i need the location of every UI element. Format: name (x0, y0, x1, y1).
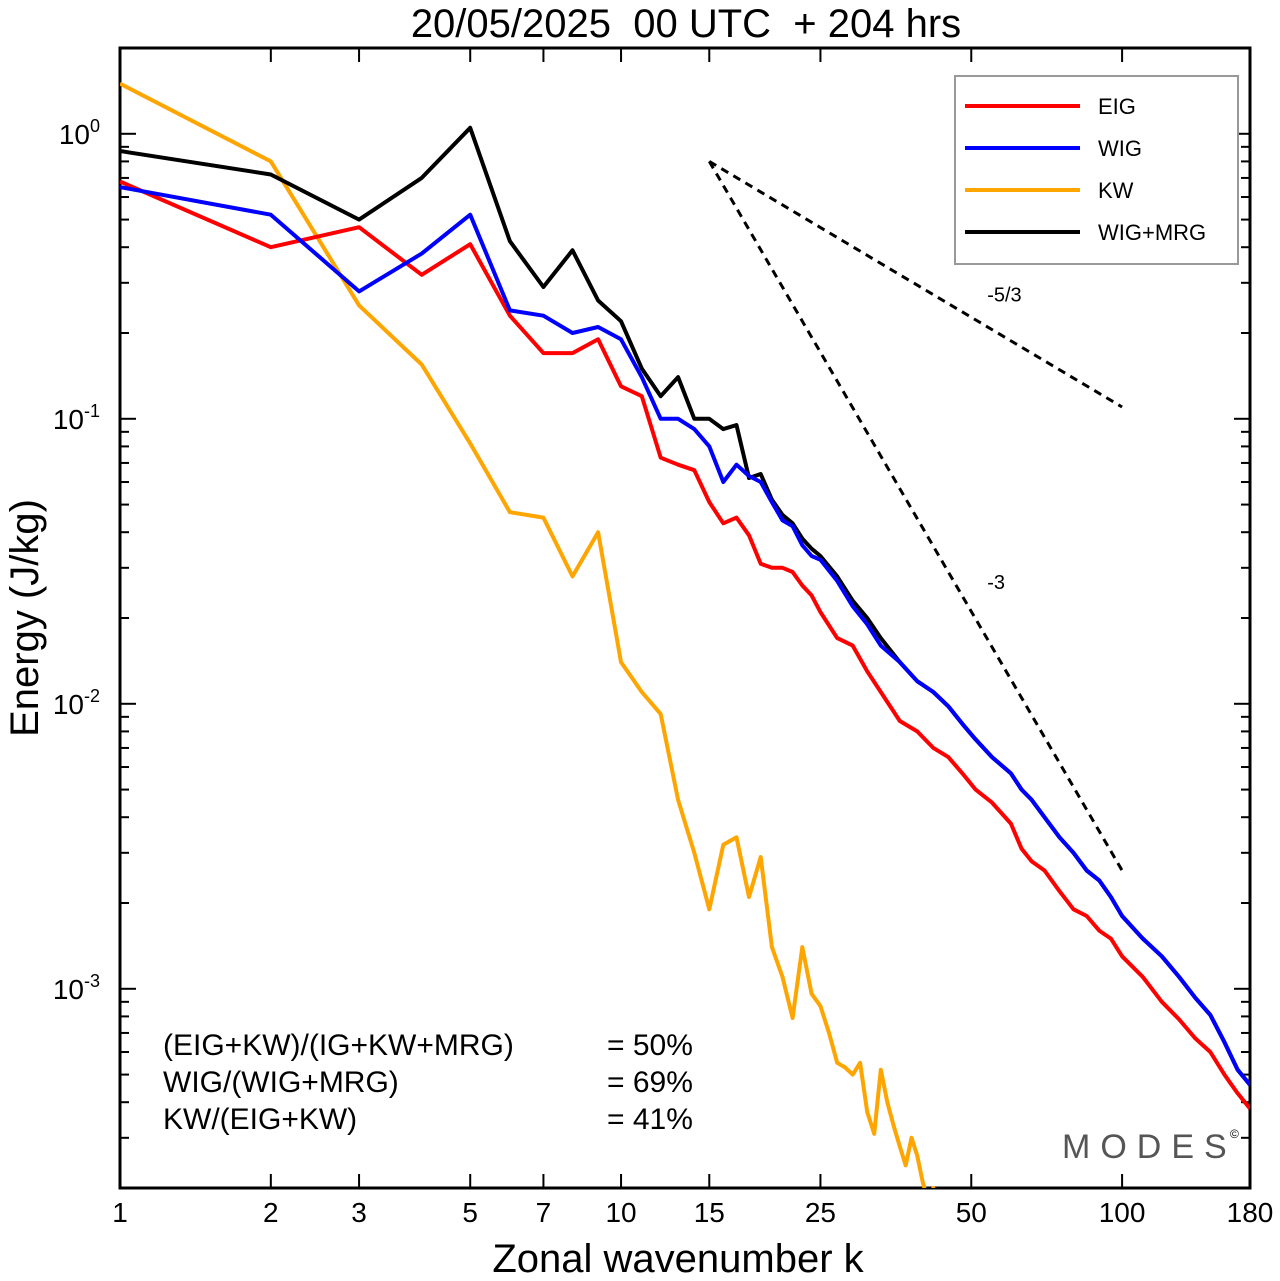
x-tick-label: 25 (805, 1197, 836, 1228)
series-line-kw (120, 81, 936, 1188)
legend-label: EIG (1098, 94, 1136, 119)
y-tick-label: 10-2 (53, 686, 100, 720)
ratio-annotations: (EIG+KW)/(IG+KW+MRG) = 50% WIG/(WIG+MRG) = … (163, 1029, 693, 1136)
axis-ticks (119, 47, 1251, 1189)
x-tick-label: 15 (694, 1197, 725, 1228)
y-tick-base: 10 (53, 404, 84, 435)
legend-items: EIG WIG KW WIG+MRG (965, 94, 1206, 245)
x-tick-label: 180 (1227, 1197, 1274, 1228)
x-tick-label: 5 (462, 1197, 478, 1228)
x-tick-label: 3 (351, 1197, 367, 1228)
plot-area: -5/3 -3 (118, 46, 1252, 1190)
data-series (120, 81, 1250, 1188)
y-tick-exponent: -3 (84, 971, 100, 991)
y-tick-label: 100 (59, 116, 100, 150)
series-line-wig (120, 185, 1250, 1087)
legend-label: KW (1098, 178, 1134, 203)
slope-label: -3 (987, 572, 1005, 594)
x-tick-label: 50 (956, 1197, 987, 1228)
ratio-label: WIG/(WIG+MRG) (163, 1066, 399, 1099)
ratio-label: KW/(EIG+KW) (163, 1103, 357, 1136)
y-axis-label: Energy (J/kg) (3, 499, 47, 737)
ratio-value: = 69% (607, 1066, 693, 1099)
x-tick-label: 10 (605, 1197, 636, 1228)
y-tick-exponent: -1 (84, 401, 100, 421)
x-tick-label: 100 (1099, 1197, 1146, 1228)
series-line-eig (120, 179, 1250, 1110)
y-tick-exponent: 0 (90, 116, 100, 136)
x-tick-label: 1 (112, 1197, 128, 1228)
legend-label: WIG+MRG (1098, 220, 1206, 245)
reference-slope-lines: -5/3 -3 (708, 160, 1124, 872)
watermark-text: MODES (1062, 1128, 1237, 1166)
ratio-value: = 50% (607, 1029, 693, 1062)
x-axis-label: Zonal wavenumber k (492, 1237, 864, 1281)
x-tick-labels: 1 2 3 5 7 10 15 25 50 100 180 (112, 1197, 1273, 1228)
copyright-symbol: © (1230, 1127, 1239, 1141)
slope-label: -5/3 (987, 285, 1021, 307)
reference-slope-line (708, 160, 1123, 409)
y-tick-label: 10-3 (53, 971, 100, 1005)
legend: EIG WIG KW WIG+MRG (954, 75, 1239, 265)
x-tick-label: 2 (263, 1197, 279, 1228)
ratio-value: = 41% (607, 1103, 693, 1136)
y-tick-base: 10 (53, 689, 84, 720)
x-tick-label: 7 (536, 1197, 552, 1228)
chart-title: 20/05/2025 00 UTC + 204 hrs (411, 2, 961, 46)
ratio-label: (EIG+KW)/(IG+KW+MRG) (163, 1029, 514, 1062)
y-tick-base: 10 (59, 119, 90, 150)
reference-slope-line (708, 160, 1124, 872)
y-tick-exponent: -2 (84, 686, 100, 706)
y-tick-base: 10 (53, 974, 84, 1005)
y-tick-label: 10-1 (53, 401, 100, 435)
series-line-wig-plus-mrg (120, 125, 1250, 1087)
legend-label: WIG (1098, 136, 1142, 161)
modes-watermark: MODES © (1062, 1127, 1239, 1166)
